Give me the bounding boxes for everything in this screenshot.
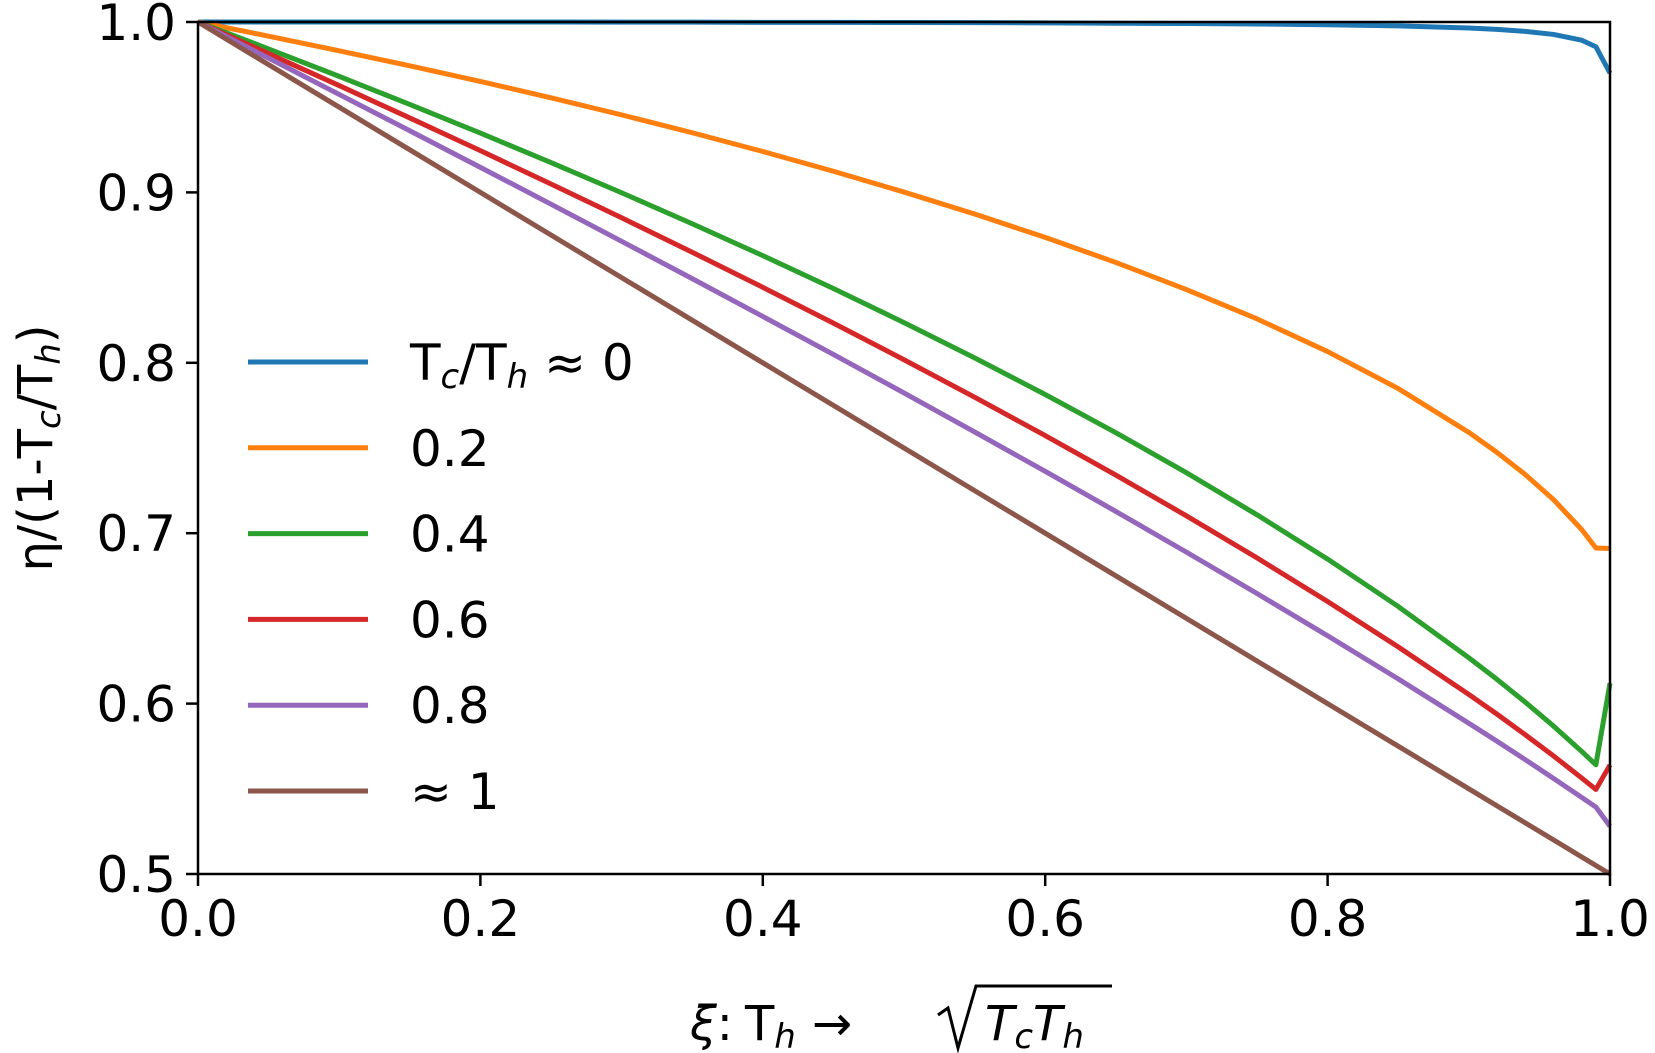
x-tick-label: 0.0	[158, 890, 238, 948]
series-line-4	[196, 19, 1613, 828]
series-line-1	[197, 19, 1611, 552]
ylabel-c: c	[29, 410, 69, 429]
ylabel-h: h	[29, 343, 69, 365]
y-axis-label: η/(1-Tc/Th)	[8, 325, 69, 572]
y-tick-label: 0.9	[96, 164, 176, 222]
svg-text:ξ:Th→: ξ: Th →	[689, 996, 852, 1053]
legend-label-2: 0.4	[410, 506, 490, 564]
plot-frame	[196, 20, 1612, 876]
sqrt-h: h	[1062, 1017, 1084, 1053]
legend-label-0: Tc/Th ≈ 0	[409, 334, 634, 397]
xlabel-xi: ξ	[689, 996, 718, 1052]
xlabel-T: T	[744, 996, 775, 1052]
y-tick-label: 0.5	[96, 846, 176, 904]
y-tick-label: 0.7	[96, 505, 176, 563]
xlabel-h: h	[774, 1017, 796, 1053]
series-lines	[196, 19, 1613, 877]
legend-label-1: 0.2	[410, 420, 490, 478]
sqrt-sign	[937, 984, 1112, 1053]
x-tick-label: 1.0	[1570, 890, 1650, 948]
ylabel-mid: /T	[8, 364, 64, 410]
legend-label-4: 0.8	[410, 677, 490, 735]
ylabel-eta: η/(1-T	[8, 428, 64, 571]
legend-label-3: 0.6	[410, 591, 490, 649]
series-line-2	[197, 19, 1613, 768]
sqrt-T1: T	[985, 996, 1018, 1052]
axis-ticks: 0.0 0.2 0.4 0.6 0.8 1.0 0.5 0.6 0.7 0.8 0.9 1.0	[96, 0, 1649, 948]
series-line-5	[196, 19, 1612, 877]
sqrt-c: c	[1014, 1017, 1033, 1053]
series-line-3	[196, 19, 1613, 792]
x-tick-label: 0.2	[441, 890, 521, 948]
ylabel-end: )	[8, 325, 64, 344]
x-tick-label: 0.4	[723, 890, 803, 948]
y-tick-label: 1.0	[96, 0, 176, 52]
xlabel-colon: :	[717, 996, 733, 1052]
legend-label-5: ≈ 1	[410, 763, 500, 821]
y-tick-label: 0.8	[96, 335, 176, 393]
y-tick-label: 0.6	[96, 676, 176, 734]
x-tick-label: 0.8	[1288, 890, 1368, 948]
sqrt-T2: T	[1033, 996, 1066, 1052]
xlabel-arrow: →	[812, 996, 852, 1052]
x-tick-label: 0.6	[1005, 890, 1085, 948]
legend: Tc/Th ≈ 0 0.2 0.4 0.6 0.8 ≈ 1	[248, 334, 634, 821]
x-axis-label: ξ: Th → TcTh	[689, 984, 1112, 1053]
svg-text:TcTh: TcTh	[985, 996, 1084, 1053]
svg-text:η/(1-Tc/Th): η/(1-Tc/Th)	[8, 325, 69, 572]
